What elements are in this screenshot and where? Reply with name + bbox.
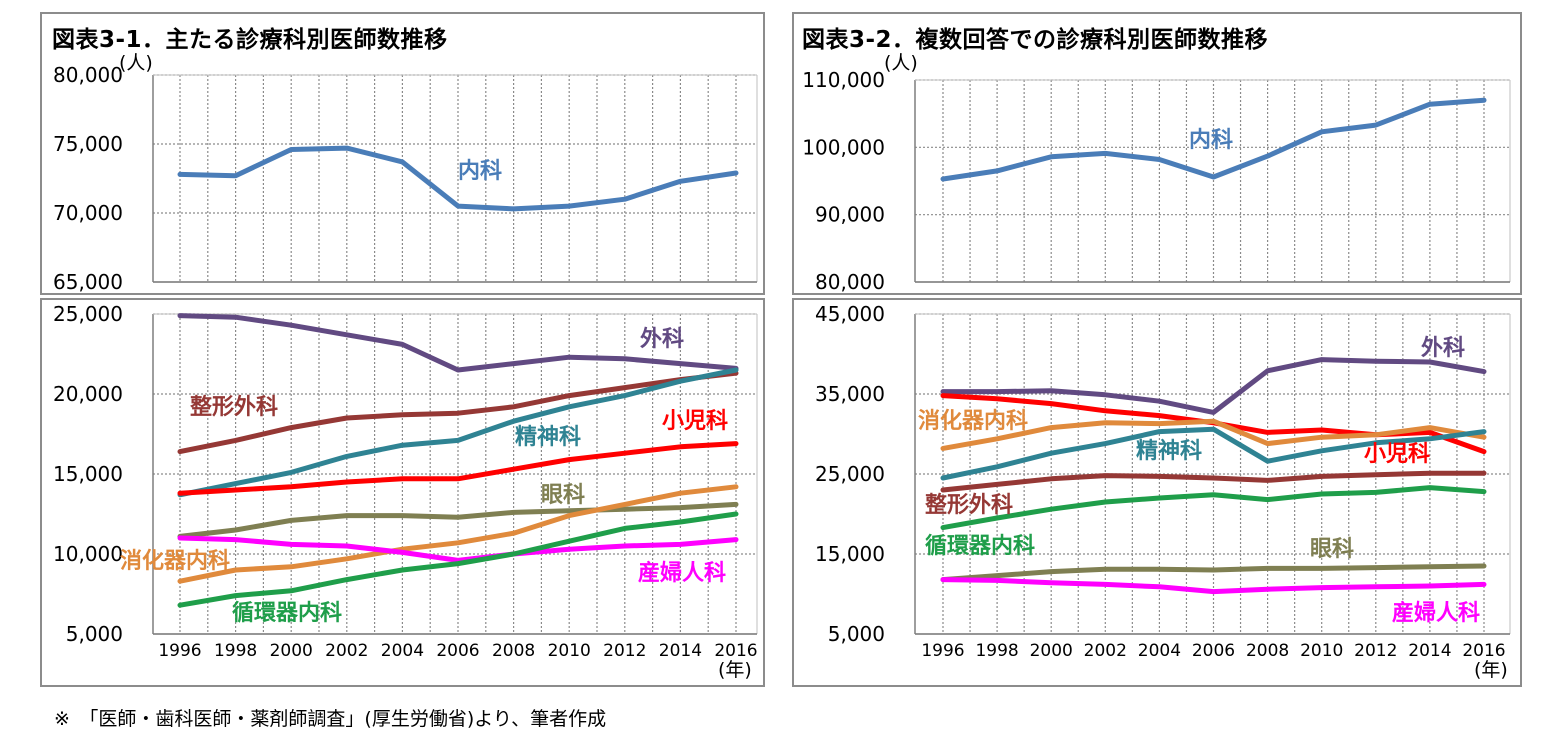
left-bottom-chart: 5,000 10,000 15,000 20,000 25,000 1996 1998 200… [53,302,758,661]
right-bottom-xtick-label: 2004 [1138,641,1181,661]
left-bottom-series-cardio [177,511,739,608]
right-bottom-xtick-label: 2014 [1408,641,1451,661]
right-bottom-ytick-label: 45,000 [815,302,885,326]
right-bottom-label-surgery: 外科 [1421,335,1465,361]
right-bottom-series-obgyn [940,577,1487,595]
left-bottom-label-cardio: 循環器内科 [232,600,342,626]
right-bottom-label-pediatrics: 小児科 [1364,442,1430,467]
left-bottom-series-orthopedics [177,370,739,455]
right-top-chart: 80,000 90,000 100,000 110,000 内科 [802,68,1511,294]
right-bottom-xtick-label: 2002 [1084,641,1127,661]
right-bottom-series-surgery [940,357,1487,415]
left-bottom-label-ophthalmology: 眼科 [541,483,585,508]
left-bottom-series-obgyn [177,535,739,563]
right-top-panel [792,12,1522,295]
right-bottom-label-psychiatry: 精神科 [1136,438,1202,464]
left-bottom-ytick-label: 20,000 [53,382,123,406]
right-unit-label: (人) [884,52,918,74]
right-bottom-xtick-label: 2010 [1300,641,1343,661]
right-bottom-series-cardio [940,485,1487,531]
left-bottom-series-psychiatry [177,367,739,498]
left-bottom-label-surgery: 外科 [640,326,684,352]
left-bottom-series-surgery [177,313,739,373]
right-bottom-series-gastro [940,418,1487,451]
left-bottom-series-ophthalmology [177,501,739,539]
right-bottom-label-gastro: 消化器内科 [918,408,1028,434]
right-year-unit-label: (年) [1474,659,1508,681]
left-bottom-xtick-label: 2006 [436,641,479,661]
right-bottom-series-orthopedics [940,470,1487,493]
right-bottom-label-obgyn: 産婦人科 [1392,600,1480,626]
left-bottom-label-orthopedics: 整形外科 [190,394,278,420]
left-bottom-series-pediatrics [177,441,739,496]
right-top-ytick-label: 80,000 [815,270,885,294]
left-bottom-xtick-label: 2004 [381,641,424,661]
right-chart-title: 図表3-2．複数回答での診療科別医師数推移 [802,27,1269,53]
right-bottom-xtick-label: 2016 [1462,641,1505,661]
right-bottom-xtick-label: 1998 [975,641,1018,661]
right-top-ytick-label: 90,000 [815,203,885,227]
left-top-label-internal: 内科 [458,159,502,184]
right-top-ytick-label: 110,000 [802,68,885,92]
right-bottom-chart: 5,000 15,000 25,000 35,000 45,000 1996 1998 200… [815,302,1511,661]
footnote: ※ 「医師・歯科医師・薬剤師調査」(厚生労働省)より、筆者作成 [54,708,607,730]
right-top-label-internal: 内科 [1189,128,1233,153]
left-bottom-ytick-label: 25,000 [53,302,123,326]
right-bottom-label-cardio: 循環器内科 [925,533,1035,559]
left-top-ytick-label: 80,000 [53,63,123,87]
left-bottom-xtick-label: 2002 [325,641,368,661]
left-bottom-ytick-label: 15,000 [53,462,123,486]
left-bottom-ytick-label: 10,000 [53,542,123,566]
left-top-ytick-label: 65,000 [53,270,123,294]
left-year-unit-label: (年) [718,659,752,681]
left-top-ytick-label: 75,000 [53,132,123,156]
left-chart-title: 図表3-1．主たる診療科別医師数推移 [52,27,448,53]
left-bottom-label-gastro: 消化器内科 [120,548,230,574]
left-bottom-label-psychiatry: 精神科 [515,424,581,450]
left-top-series-internal [177,145,739,212]
right-bottom-series-psychiatry [940,426,1487,481]
left-bottom-series-gastro [177,484,739,584]
left-bottom-ytick-label: 5,000 [66,622,123,646]
left-bottom-xtick-label: 2012 [603,641,646,661]
right-bottom-xtick-label: 1996 [921,641,964,661]
left-bottom-xtick-label: 2008 [492,641,535,661]
right-top-ytick-label: 100,000 [802,135,885,159]
left-bottom-xtick-label: 2016 [714,641,757,661]
right-bottom-xtick-label: 2012 [1354,641,1397,661]
right-bottom-series-ophthalmology [940,563,1487,583]
left-bottom-xtick-label: 2014 [659,641,702,661]
right-bottom-label-ophthalmology: 眼科 [1310,537,1354,562]
right-bottom-ytick-label: 15,000 [815,542,885,566]
left-top-chart: 65,000 70,000 75,000 80,000 内科 [53,63,758,294]
right-top-series-internal [940,97,1487,182]
right-bottom-xtick-label: 2008 [1246,641,1289,661]
right-bottom-xtick-label: 2000 [1030,641,1073,661]
left-unit-label: (人) [119,52,153,74]
left-bottom-xtick-label: 1998 [214,641,257,661]
left-bottom-label-pediatrics: 小児科 [662,409,728,434]
right-bottom-xtick-label: 2006 [1192,641,1235,661]
left-bottom-xtick-label: 2000 [270,641,313,661]
right-bottom-label-orthopedics: 整形外科 [925,492,1013,518]
right-bottom-ytick-label: 35,000 [815,382,885,406]
left-bottom-label-obgyn: 産婦人科 [638,560,726,586]
left-bottom-xtick-label: 1996 [158,641,201,661]
left-bottom-xtick-label: 2010 [548,641,591,661]
right-bottom-ytick-label: 25,000 [815,462,885,486]
right-bottom-ytick-label: 5,000 [828,622,885,646]
left-top-ytick-label: 70,000 [53,201,123,225]
